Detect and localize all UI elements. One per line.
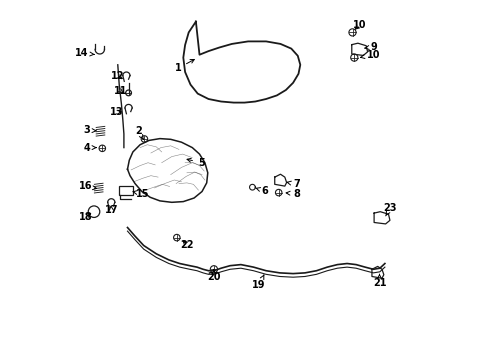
- Text: 7: 7: [286, 179, 300, 189]
- Text: 19: 19: [252, 275, 265, 290]
- Text: 16: 16: [79, 181, 96, 192]
- Text: 8: 8: [285, 189, 300, 199]
- Text: 2: 2: [135, 126, 143, 139]
- Text: 4: 4: [83, 143, 96, 153]
- Text: 10: 10: [352, 20, 366, 30]
- Text: 21: 21: [372, 274, 386, 288]
- Text: 11: 11: [113, 86, 127, 96]
- Text: 15: 15: [133, 189, 149, 199]
- Text: 18: 18: [79, 212, 92, 222]
- Text: 5: 5: [187, 158, 204, 168]
- Text: 14: 14: [75, 48, 94, 58]
- Bar: [119, 186, 132, 195]
- Text: 9: 9: [364, 42, 377, 52]
- Text: 1: 1: [174, 59, 194, 73]
- Text: 10: 10: [360, 50, 379, 60]
- Text: 23: 23: [383, 203, 396, 216]
- Text: 17: 17: [104, 204, 118, 215]
- Text: 22: 22: [180, 240, 193, 250]
- Text: 20: 20: [207, 269, 220, 282]
- Text: 12: 12: [111, 71, 124, 81]
- Text: 3: 3: [83, 125, 96, 135]
- Text: 13: 13: [110, 107, 123, 117]
- Text: 6: 6: [255, 186, 267, 196]
